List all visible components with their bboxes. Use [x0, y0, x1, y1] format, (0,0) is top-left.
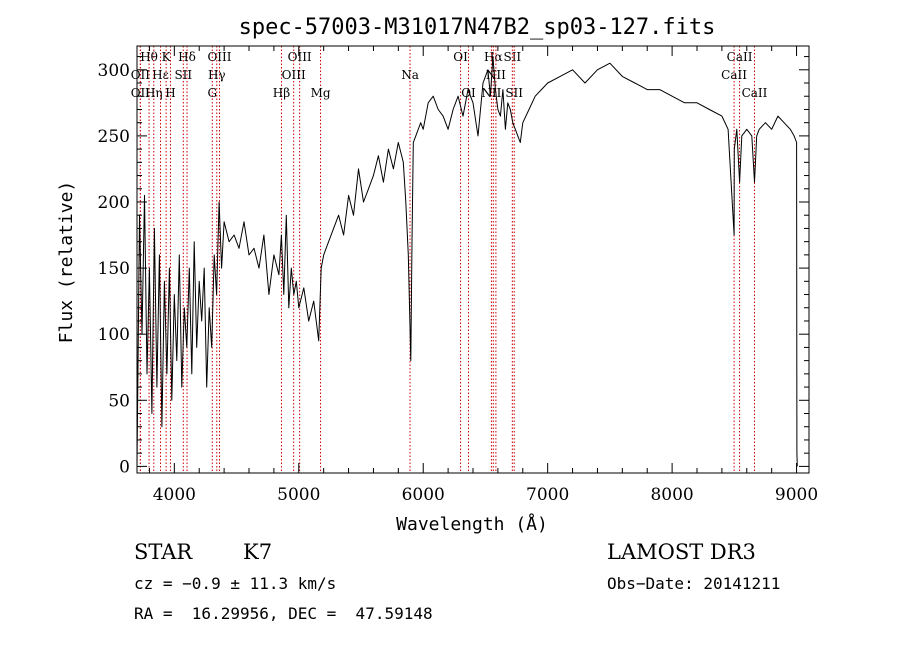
series-layer: [136, 56, 798, 467]
y-tick-label: 50: [108, 391, 130, 411]
spectral-line-label: SII: [174, 68, 192, 82]
spectral-line-label: Na: [401, 68, 419, 82]
x-tick-label: 9000: [775, 485, 818, 505]
spectral-line-label: Hε: [152, 68, 169, 82]
y-axis-label: Flux (relative): [56, 181, 77, 344]
spectral-line-label: OI: [453, 50, 468, 64]
plot-frame: [136, 45, 810, 474]
spectral-line-label: CaII: [742, 86, 768, 100]
spectral-line-label: G: [207, 86, 217, 100]
obs-date: Obs−Date: 20141211: [607, 574, 781, 593]
y-tick-label: 300: [98, 61, 130, 81]
x-tick-label: 8000: [650, 485, 693, 505]
x-tick-label: 7000: [526, 485, 569, 505]
spectral-line-label: H: [165, 86, 175, 100]
y-tick-label: 150: [98, 259, 130, 279]
y-tick-label: 200: [98, 193, 130, 213]
redshift-readout: cz = −0.9 ± 11.3 km/s: [134, 574, 337, 593]
y-tick-label: 250: [98, 127, 130, 147]
x-tick-label: 4000: [153, 485, 196, 505]
object-class: STAR: [134, 540, 193, 564]
survey-name: LAMOST DR3: [607, 540, 756, 564]
y-tick-label: 100: [98, 325, 130, 345]
spectral-line-label: Mg: [311, 86, 331, 100]
y-tick-label: 0: [119, 457, 130, 477]
spectral-line-label: SII: [505, 86, 523, 100]
spectral-line-label: K: [162, 50, 172, 64]
spectral-line-label: Hγ: [208, 68, 226, 82]
spectral-line-label: OIII: [282, 68, 306, 82]
spectral-line-label: OI: [461, 86, 476, 100]
spectral-line-label: CaII: [721, 68, 747, 82]
spectral-line-label: Hδ: [178, 50, 196, 64]
spectral-line-label: SII: [503, 50, 521, 64]
spectral-line-label: OIII: [207, 50, 231, 64]
axis-ticks-layer: 4000 5000 6000 7000 8000 9000 0 50 100 150 200 250 3…: [98, 46, 818, 505]
spectrum-series-line: [136, 56, 798, 467]
spectral-line-label: Hβ: [273, 86, 290, 100]
x-tick-label: 5000: [277, 485, 320, 505]
spectral-line-label: CaII: [727, 50, 753, 64]
x-axis-label: Wavelength (Å): [396, 513, 548, 535]
spectral-line-label: Hθ: [140, 50, 158, 64]
object-subclass: K7: [243, 540, 273, 564]
spectral-line-label: NII: [481, 86, 501, 100]
spectral-line-label: OII: [131, 86, 151, 100]
chart-title: spec-57003-M31017N47B2_sp03-127.fits: [239, 15, 716, 40]
x-tick-label: 6000: [402, 485, 445, 505]
spectral-line-label: Hη: [145, 86, 163, 100]
spectral-line-label: OIII: [288, 50, 312, 64]
coordinates: RA = 16.29956, DEC = 47.59148: [134, 604, 433, 623]
